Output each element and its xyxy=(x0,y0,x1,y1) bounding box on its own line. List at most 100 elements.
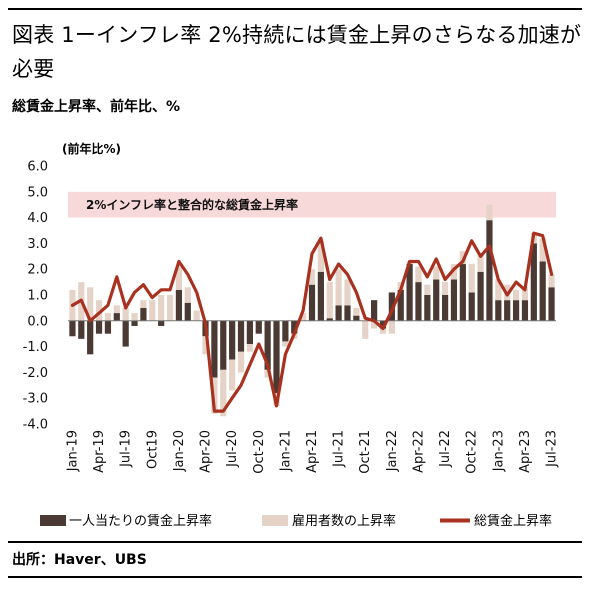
employment-bar xyxy=(371,320,378,329)
employment-bar xyxy=(246,344,253,352)
y-axis-label: (前年比%) xyxy=(62,141,121,156)
employment-bar xyxy=(539,238,546,262)
per-capita-bar xyxy=(379,320,387,329)
x-tick-label: Jul-19 xyxy=(119,430,134,468)
legend-label-per-capita: 一人当たりの賃金上昇率 xyxy=(69,513,212,529)
employment-bar xyxy=(308,269,316,285)
employment-bar xyxy=(140,300,147,308)
employment-bar xyxy=(468,264,475,293)
employment-bar xyxy=(166,295,174,321)
per-capita-bar xyxy=(273,320,280,394)
employment-bar xyxy=(237,351,245,373)
x-tick-label: Apr-20 xyxy=(199,430,214,473)
employment-bar xyxy=(512,289,520,301)
employment-bar xyxy=(264,369,271,378)
x-tick-label: Jan-19 xyxy=(65,430,80,472)
per-capita-bar xyxy=(504,300,511,321)
per-capita-bar xyxy=(220,320,227,370)
per-capita-bar xyxy=(459,264,466,321)
per-capita-bar xyxy=(548,287,555,321)
per-capita-bar xyxy=(495,300,502,321)
employment-bar xyxy=(477,253,484,272)
employment-bar xyxy=(441,282,449,295)
per-capita-bar xyxy=(291,320,298,334)
employment-bar xyxy=(415,266,422,283)
x-tick-label: Jan-22 xyxy=(385,430,400,472)
per-capita-bar xyxy=(512,300,520,321)
y-tick-label: 3.0 xyxy=(27,237,48,252)
bottom-rule xyxy=(8,576,582,578)
employment-bar xyxy=(450,264,458,280)
per-capita-bar xyxy=(246,320,253,345)
legend-label-total: 総賃金上昇率 xyxy=(474,513,552,529)
employment-bar xyxy=(495,279,502,301)
x-tick-label: Jul-21 xyxy=(332,430,347,468)
x-tick-label: Oct-20 xyxy=(252,430,267,474)
per-capita-bar xyxy=(211,320,218,378)
per-capita-bar xyxy=(539,261,546,321)
employment-bar xyxy=(95,300,103,321)
employment-bar xyxy=(282,341,289,347)
x-tick-label: Apr-22 xyxy=(411,430,426,473)
employment-bar xyxy=(335,269,342,306)
employment-bar xyxy=(149,300,156,321)
x-tick-label: Oct-22 xyxy=(465,430,480,474)
employment-bar xyxy=(521,287,529,301)
employment-bar xyxy=(317,240,324,272)
employment-bar xyxy=(486,204,493,221)
x-tick-label: Apr-23 xyxy=(518,430,533,473)
y-tick-label: -1.0 xyxy=(23,340,48,355)
per-capita-bar xyxy=(237,320,245,352)
per-capita-bar xyxy=(78,320,85,339)
employment-bar xyxy=(122,307,129,321)
per-capita-bar xyxy=(317,271,324,321)
x-tick-label: Oct-21 xyxy=(358,430,373,474)
per-capita-bar xyxy=(326,318,333,321)
legend-swatch-per-capita xyxy=(40,515,66,526)
per-capita-bar xyxy=(477,271,484,321)
per-capita-bar xyxy=(424,295,431,321)
per-capita-bar xyxy=(486,220,493,321)
per-capita-bar xyxy=(344,305,351,321)
top-rule xyxy=(8,8,582,10)
per-capita-bar xyxy=(264,320,271,370)
employment-bar xyxy=(433,266,440,280)
employment-bar xyxy=(87,287,94,321)
employment-bar xyxy=(131,313,138,321)
per-capita-bar xyxy=(158,320,165,326)
per-capita-bar xyxy=(353,315,360,321)
y-tick-label: 0.0 xyxy=(27,314,48,329)
y-tick-label: 1.0 xyxy=(27,289,48,304)
y-tick-label: -3.0 xyxy=(23,392,48,407)
x-tick-label: Jan-20 xyxy=(172,430,187,472)
per-capita-bar xyxy=(335,305,342,321)
y-tick-label: 4.0 xyxy=(27,211,48,226)
employment-bar xyxy=(362,320,369,339)
per-capita-bar xyxy=(122,320,129,347)
x-tick-label: Jul-20 xyxy=(225,430,240,468)
y-tick-label: -4.0 xyxy=(23,418,48,433)
employment-bar xyxy=(344,279,351,306)
per-capita-bar xyxy=(530,243,537,321)
employment-bar xyxy=(388,320,395,334)
employment-bar xyxy=(113,305,120,314)
target-band-label: 2%インフレ率と整合的な総賃金上昇率 xyxy=(86,197,298,212)
employment-bar xyxy=(379,328,387,334)
per-capita-bar xyxy=(69,320,76,337)
chart-subtitle: 総賃金上昇率、前年比、% xyxy=(12,99,181,115)
employment-bar xyxy=(220,369,227,417)
per-capita-bar xyxy=(521,300,529,321)
per-capita-bar xyxy=(104,320,112,334)
employment-bar xyxy=(353,307,360,316)
employment-bar xyxy=(326,282,333,319)
x-tick-label: Apr-21 xyxy=(305,430,320,473)
employment-bar xyxy=(175,266,183,290)
employment-bar xyxy=(184,287,191,303)
per-capita-bar xyxy=(308,284,316,321)
per-capita-bar xyxy=(184,302,191,321)
total-wage-line xyxy=(70,231,554,413)
x-tick-label: Oct19 xyxy=(145,430,160,469)
employment-bar xyxy=(300,313,307,321)
y-tick-label: 6.0 xyxy=(27,160,48,175)
per-capita-bar xyxy=(282,320,289,342)
